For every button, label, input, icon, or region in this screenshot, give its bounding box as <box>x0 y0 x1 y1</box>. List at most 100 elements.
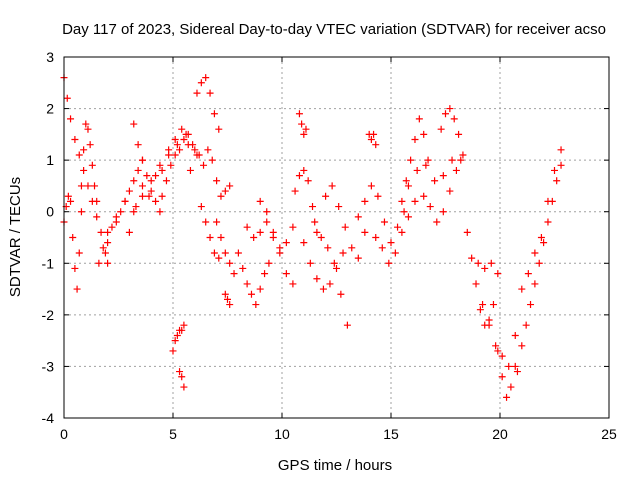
data-point <box>178 373 186 381</box>
data-point <box>411 136 419 144</box>
data-point <box>479 301 487 309</box>
series-track-aj <box>518 146 565 293</box>
y-tick-label: -2 <box>42 307 55 323</box>
data-point <box>147 177 155 185</box>
data-point <box>230 270 238 278</box>
data-point <box>544 218 552 226</box>
data-point <box>86 141 94 149</box>
data-point <box>99 244 107 252</box>
data-point <box>173 331 181 339</box>
series-track-c <box>77 120 101 205</box>
data-point <box>226 301 234 309</box>
data-point <box>522 321 530 329</box>
data-point <box>472 280 480 288</box>
data-point <box>171 136 179 144</box>
data-point <box>306 259 314 267</box>
y-axis-label: SDTVAR / TECUs <box>7 177 24 297</box>
data-point <box>101 249 109 257</box>
data-point <box>531 249 539 257</box>
data-point <box>93 213 101 221</box>
data-point <box>75 151 83 159</box>
data-point <box>544 197 552 205</box>
series-track-u <box>300 239 347 293</box>
data-point <box>178 125 186 133</box>
data-point <box>130 120 138 128</box>
chart-title: Day 117 of 2023, Sidereal Day-to-day VTE… <box>62 21 606 38</box>
data-point <box>71 136 79 144</box>
data-point <box>326 280 334 288</box>
data-point <box>424 156 432 164</box>
data-point <box>217 234 225 241</box>
data-point <box>247 290 255 298</box>
data-point <box>224 295 231 303</box>
data-point <box>511 331 519 339</box>
series-track-f <box>125 125 192 236</box>
data-point <box>221 249 229 257</box>
data-point <box>193 89 201 97</box>
data-point <box>295 172 303 180</box>
y-tick-label: 1 <box>46 152 54 168</box>
data-point <box>173 141 181 149</box>
data-point <box>420 192 428 200</box>
series-track-k <box>193 74 223 133</box>
data-point <box>385 259 393 267</box>
data-point <box>256 228 264 236</box>
data-point <box>67 197 75 205</box>
grid-lines <box>64 57 609 418</box>
data-point <box>75 249 83 257</box>
data-point <box>457 156 465 164</box>
data-point <box>289 223 297 231</box>
data-point <box>468 254 476 262</box>
data-point <box>394 223 402 231</box>
data-point <box>378 244 386 252</box>
data-point <box>132 203 140 211</box>
data-point <box>95 259 103 267</box>
data-point <box>300 130 308 138</box>
data-point <box>97 228 105 236</box>
data-point <box>215 125 223 133</box>
data-point <box>540 239 548 247</box>
data-point <box>400 208 408 216</box>
data-point <box>348 244 356 252</box>
series-track-s <box>291 166 321 236</box>
data-point <box>442 110 449 118</box>
data-point <box>452 166 460 174</box>
series-track-n <box>213 218 238 278</box>
series-track-ai <box>513 161 565 376</box>
data-point <box>84 182 92 190</box>
data-point <box>138 156 146 164</box>
data-point <box>73 285 81 293</box>
data-point <box>256 197 264 205</box>
data-point <box>485 321 493 329</box>
data-point <box>433 218 441 226</box>
series-track-ab <box>404 156 465 190</box>
data-point <box>387 239 395 247</box>
series-track-i <box>169 321 188 355</box>
data-point <box>291 187 299 195</box>
data-point <box>180 136 188 144</box>
data-point <box>553 177 561 185</box>
data-point <box>165 146 173 154</box>
data-point <box>330 259 338 267</box>
data-point <box>459 151 467 159</box>
data-point <box>524 270 532 278</box>
data-point <box>361 197 369 205</box>
data-point <box>339 249 347 257</box>
x-tick-label: 0 <box>60 426 68 442</box>
series-track-z <box>372 197 419 267</box>
series-track-aa <box>398 115 432 205</box>
data-point <box>186 166 194 174</box>
data-point <box>380 218 388 226</box>
data-point <box>494 347 502 355</box>
data-point <box>130 177 138 185</box>
data-point <box>210 249 218 257</box>
data-point <box>82 120 90 128</box>
data-point <box>171 337 179 345</box>
x-tick-label: 5 <box>169 426 177 442</box>
data-point <box>551 166 558 174</box>
data-point <box>77 208 85 216</box>
data-point <box>206 234 214 241</box>
series-track-e <box>104 130 190 247</box>
data-point <box>143 172 151 180</box>
data-point <box>156 161 164 169</box>
